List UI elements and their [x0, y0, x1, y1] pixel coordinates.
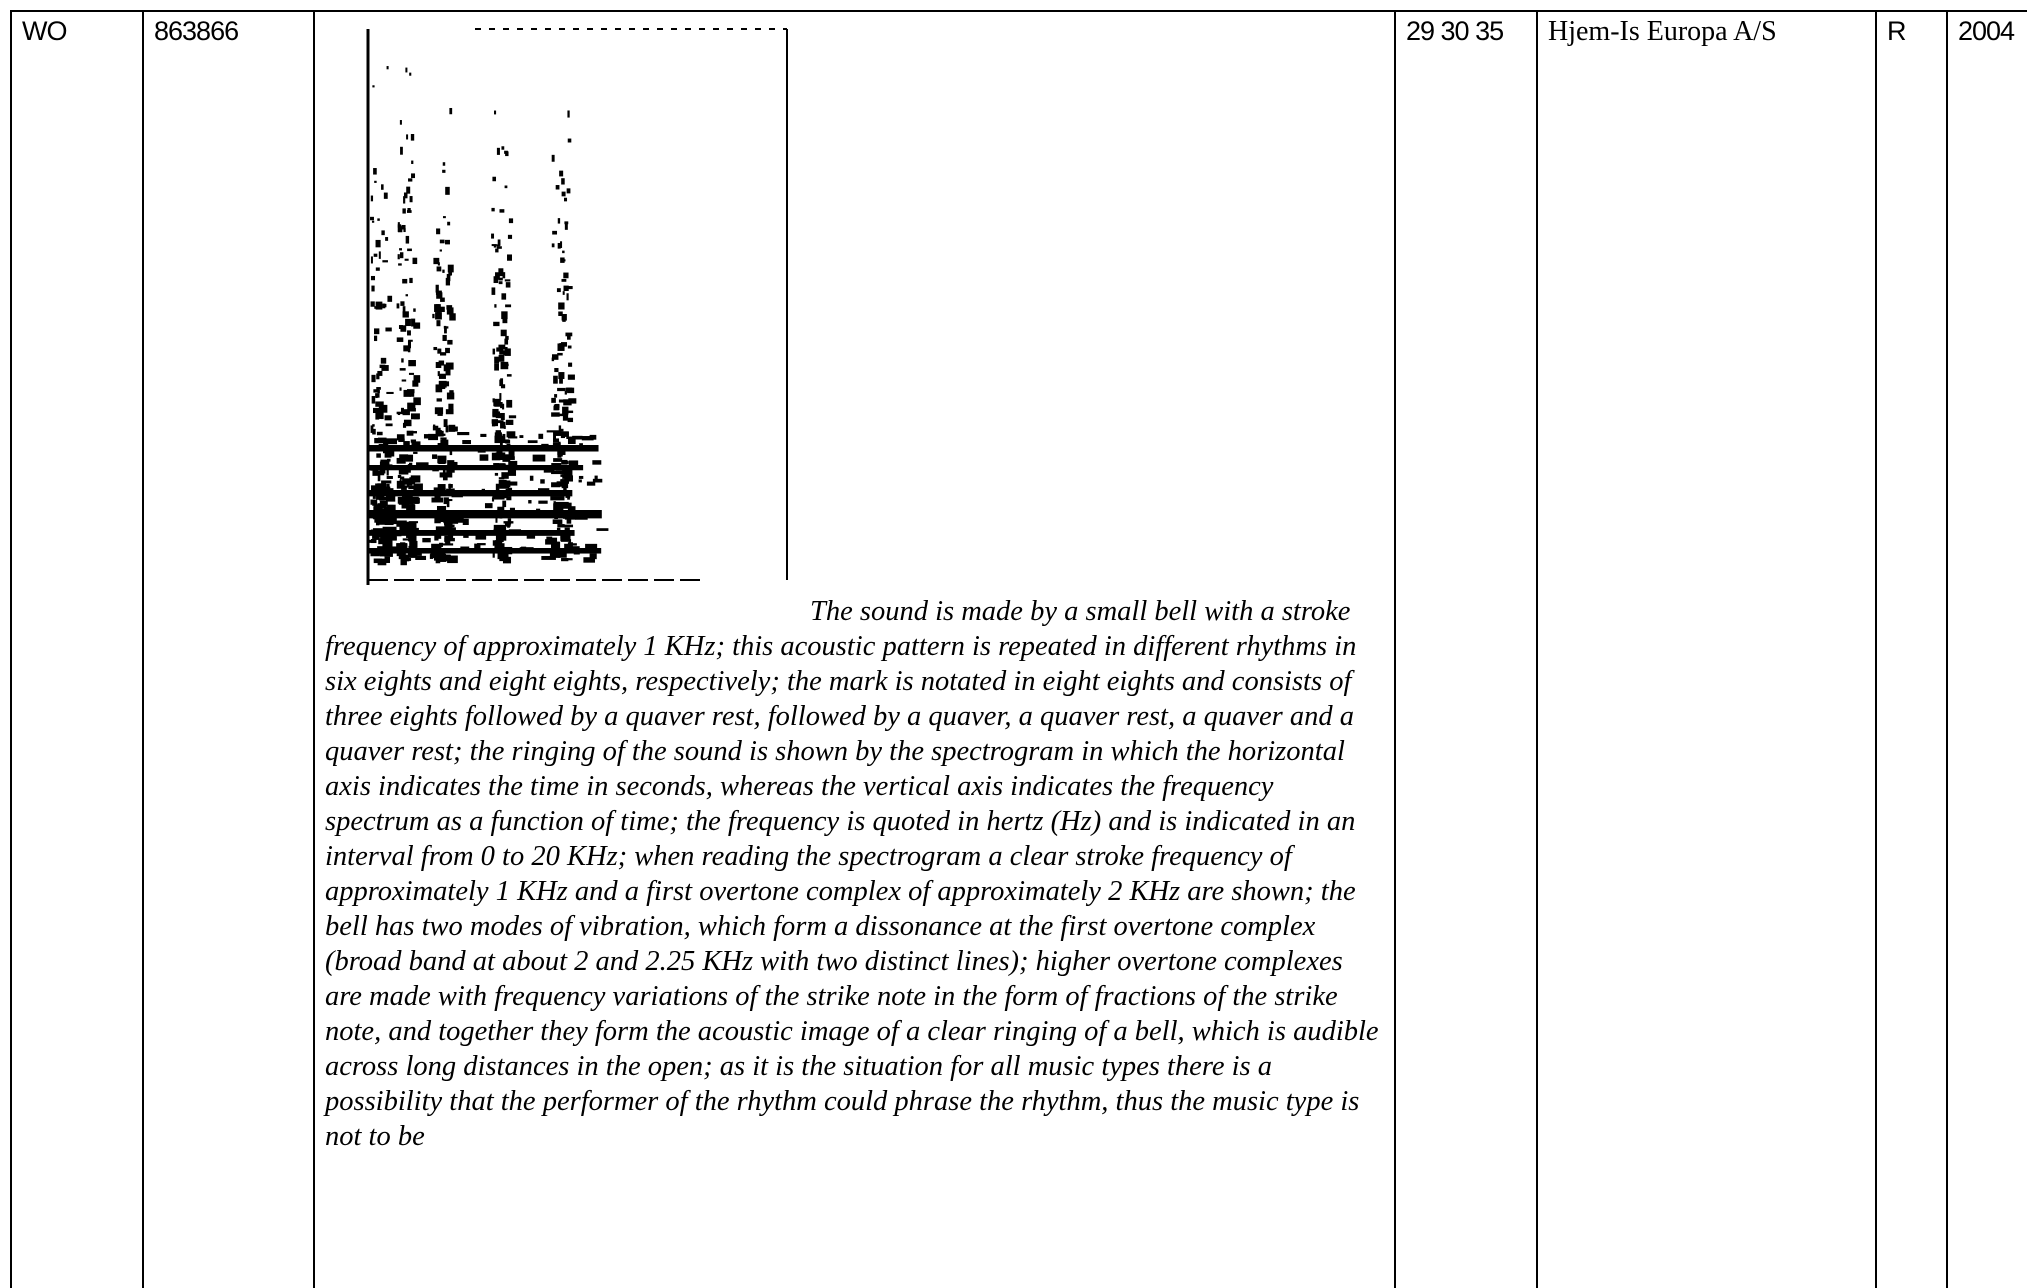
spectrogram-image: [325, 20, 790, 620]
description-text: The sound is made by a small bell with a…: [325, 596, 1379, 1152]
record-table: WO 863866 The sound is made by a small b…: [10, 10, 2027, 1288]
class-cell: 29 30 35: [1394, 10, 1538, 1288]
description-cell: The sound is made by a small bell with a…: [313, 10, 1396, 1288]
page: WO 863866 The sound is made by a small b…: [10, 10, 2027, 1288]
owner-cell: Hjem-Is Europa A/S: [1536, 10, 1877, 1288]
status-cell: R: [1875, 10, 1948, 1288]
year-cell: 2004: [1946, 10, 2027, 1288]
number-cell: 863866: [142, 10, 315, 1288]
office-cell: WO: [10, 10, 144, 1288]
record-row: WO 863866 The sound is made by a small b…: [10, 10, 2027, 1288]
